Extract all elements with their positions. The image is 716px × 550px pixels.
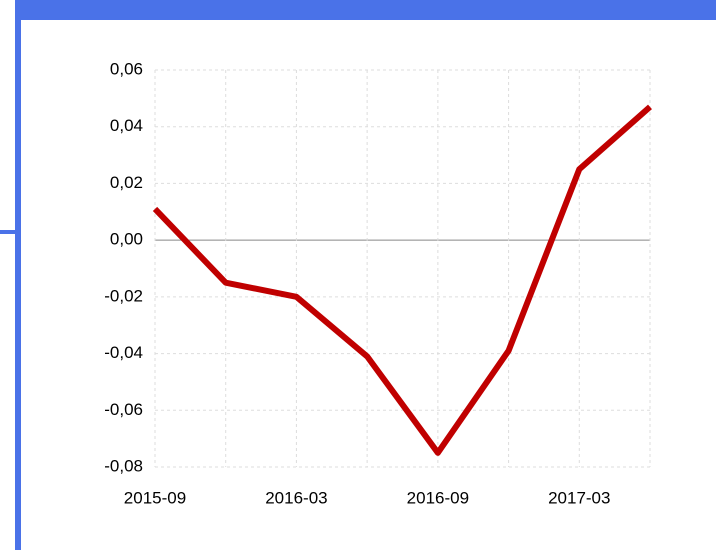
- x-tick-label: 2016-09: [407, 488, 469, 507]
- frame-left: [15, 0, 21, 550]
- y-tick-label: 0,04: [110, 116, 143, 135]
- y-tick-label: 0,00: [110, 230, 143, 249]
- y-tick-label: -0,02: [104, 286, 143, 305]
- data-line: [152, 104, 652, 456]
- x-tick-label: 2015-09: [124, 488, 186, 507]
- y-tick-label: -0,06: [104, 400, 143, 419]
- y-tick-label: -0,04: [104, 343, 143, 362]
- y-tick-label: 0,06: [110, 59, 143, 78]
- x-tick-label: 2017-03: [548, 488, 610, 507]
- frame-top: [15, 0, 716, 20]
- x-tick-label: 2016-03: [265, 488, 327, 507]
- frame-tab: [0, 230, 15, 234]
- y-tick-label: -0,08: [104, 456, 143, 475]
- y-tick-label: 0,02: [110, 173, 143, 192]
